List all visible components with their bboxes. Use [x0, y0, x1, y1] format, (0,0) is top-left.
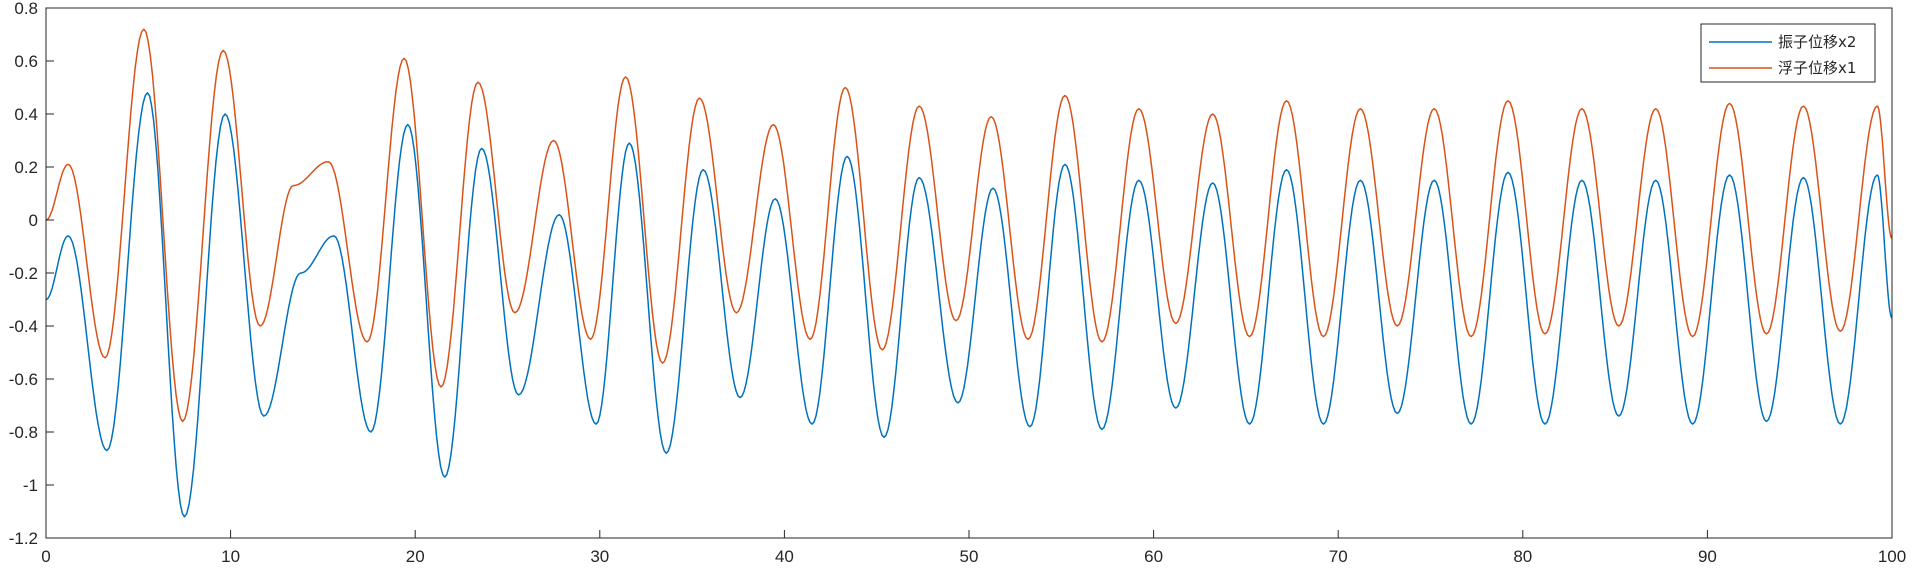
y-tick-label: 0.6: [14, 52, 38, 71]
y-tick-label: 0: [29, 211, 38, 230]
plot-area: [46, 8, 1892, 538]
series-layer: [45, 28, 1893, 518]
x-axis-ticks: 0 10 20 30 40 50 60 70 80 90 100: [41, 530, 1906, 566]
x-tick-label: 10: [221, 547, 240, 566]
x-tick-label: 100: [1878, 547, 1906, 566]
y-tick-label: -0.8: [9, 423, 38, 442]
y-tick-label: 0.8: [14, 0, 38, 18]
x-tick-label: 50: [960, 547, 979, 566]
x-tick-label: 60: [1144, 547, 1163, 566]
y-tick-label: -0.6: [9, 370, 38, 389]
y-tick-label: 0.4: [14, 105, 38, 124]
series-line-x1: [45, 28, 1893, 423]
y-tick-label: 0.2: [14, 158, 38, 177]
legend: 振子位移x2 浮子位移x1: [1700, 23, 1876, 83]
legend-label-x2: 振子位移x2: [1778, 33, 1856, 51]
y-tick-label: -0.4: [9, 317, 38, 336]
x-tick-label: 20: [406, 547, 425, 566]
y-tick-label: -0.2: [9, 264, 38, 283]
y-tick-label: -1.2: [9, 529, 38, 548]
legend-label-x1: 浮子位移x1: [1778, 59, 1856, 77]
legend-box: [1700, 23, 1876, 83]
x-tick-label: 90: [1698, 547, 1717, 566]
x-tick-label: 40: [775, 547, 794, 566]
x-tick-label: 80: [1513, 547, 1532, 566]
y-tick-label: -1: [23, 476, 38, 495]
x-tick-label: 30: [590, 547, 609, 566]
x-tick-label: 70: [1329, 547, 1348, 566]
series-line-x2: [45, 92, 1893, 518]
y-axis-ticks: -1.2 -1 -0.8 -0.6 -0.4 -0.2 0 0.2 0.4 0.6 0.8: [9, 0, 54, 548]
x-tick-label: 0: [41, 547, 50, 566]
